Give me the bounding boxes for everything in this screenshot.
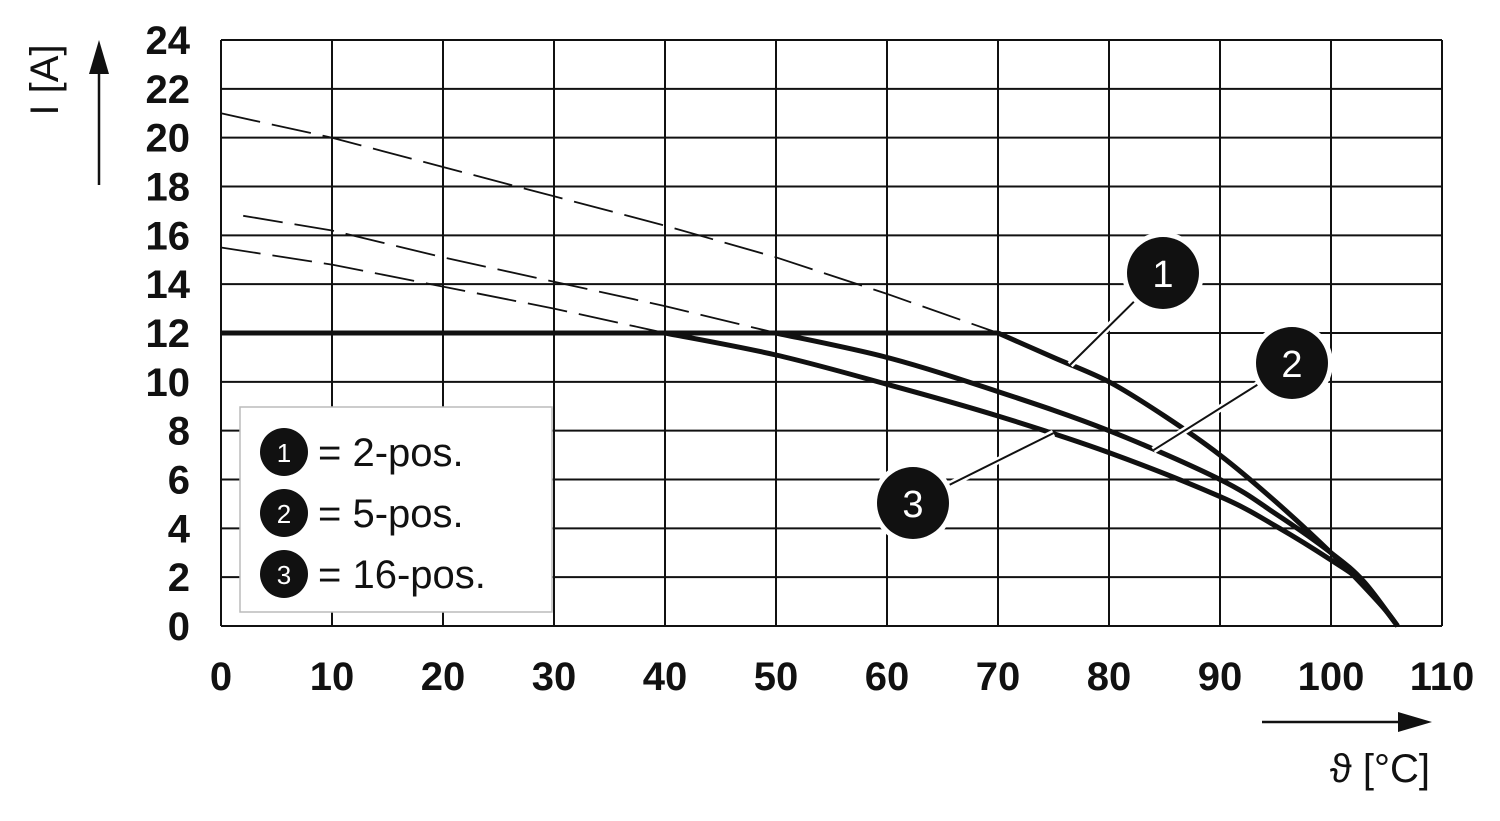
y-tick-label: 20 (146, 117, 191, 161)
callout-badge-1 (1127, 237, 1199, 309)
y-tick-label: 0 (168, 605, 190, 649)
dashed-curve-3 (220, 246, 666, 334)
x-tick-label: 30 (532, 655, 577, 699)
grid (220, 39, 1443, 627)
y-tick-label: 4 (168, 507, 191, 551)
x-tick-label: 20 (421, 655, 466, 699)
dashed-curve-2 (243, 214, 777, 334)
y-tick-label: 10 (146, 361, 191, 405)
callout-badge-3 (877, 467, 949, 539)
x-tick-label: 60 (865, 655, 910, 699)
y-axis-arrow-icon (89, 40, 109, 74)
legend-badge-2 (260, 489, 308, 537)
callout-badge-label: 2 (1281, 344, 1302, 386)
legend-label-2: = 5-pos. (318, 492, 464, 536)
legend-badge-1 (260, 428, 308, 476)
y-tick-label: 22 (146, 68, 191, 112)
x-tick-label: 80 (1087, 655, 1132, 699)
callout-badge-2 (1256, 327, 1328, 399)
x-axis-arrow-icon (1398, 712, 1432, 732)
x-tick-label: 50 (754, 655, 799, 699)
y-tick-label: 6 (168, 459, 190, 503)
solid-curve-2 (221, 330, 1400, 628)
y-tick-label: 24 (146, 19, 191, 63)
x-tick-label: 90 (1198, 655, 1243, 699)
legend-badge-label: 1 (277, 438, 291, 468)
y-tick-label: 8 (168, 410, 190, 454)
y-axis-title: I [A] (23, 44, 67, 115)
legend-badge-label: 3 (277, 560, 291, 590)
x-tick-label: 10 (310, 655, 355, 699)
x-axis-title-group: ϑ [°C] (1262, 712, 1432, 791)
y-tick-label: 12 (146, 312, 191, 356)
curve-callouts: 1 2 3 (872, 232, 1333, 544)
dashed-extensions (220, 112, 999, 334)
y-tick-label: 2 (168, 556, 190, 600)
derating-curves (221, 330, 1400, 628)
legend-label-3: = 16-pos. (318, 553, 486, 597)
solid-curve-3 (221, 330, 1400, 628)
y-tick-label: 18 (146, 166, 191, 210)
callout-badge-label: 1 (1152, 254, 1173, 296)
x-tick-label: 100 (1298, 655, 1365, 699)
x-tick-label: 40 (643, 655, 688, 699)
legend-badge-3 (260, 550, 308, 598)
legend: 1 = 2-pos. 2 = 5-pos. 3 = 16-pos. (239, 406, 553, 613)
x-tick-labels: 0 10 20 30 40 50 60 70 80 90 100 110 (210, 655, 1474, 699)
x-axis-title: ϑ [°C] (1330, 747, 1430, 791)
legend-badge-label: 2 (277, 499, 291, 529)
dashed-curve-1 (220, 112, 999, 334)
legend-label-1: = 2-pos. (318, 431, 464, 475)
y-tick-label: 16 (146, 214, 191, 258)
callout-badge-label: 3 (902, 484, 923, 526)
x-tick-label: 0 (210, 655, 232, 699)
x-tick-label: 110 (1410, 655, 1475, 699)
x-tick-label: 70 (976, 655, 1021, 699)
y-axis-title-group: I [A] (23, 40, 109, 185)
y-tick-label: 14 (146, 263, 191, 307)
